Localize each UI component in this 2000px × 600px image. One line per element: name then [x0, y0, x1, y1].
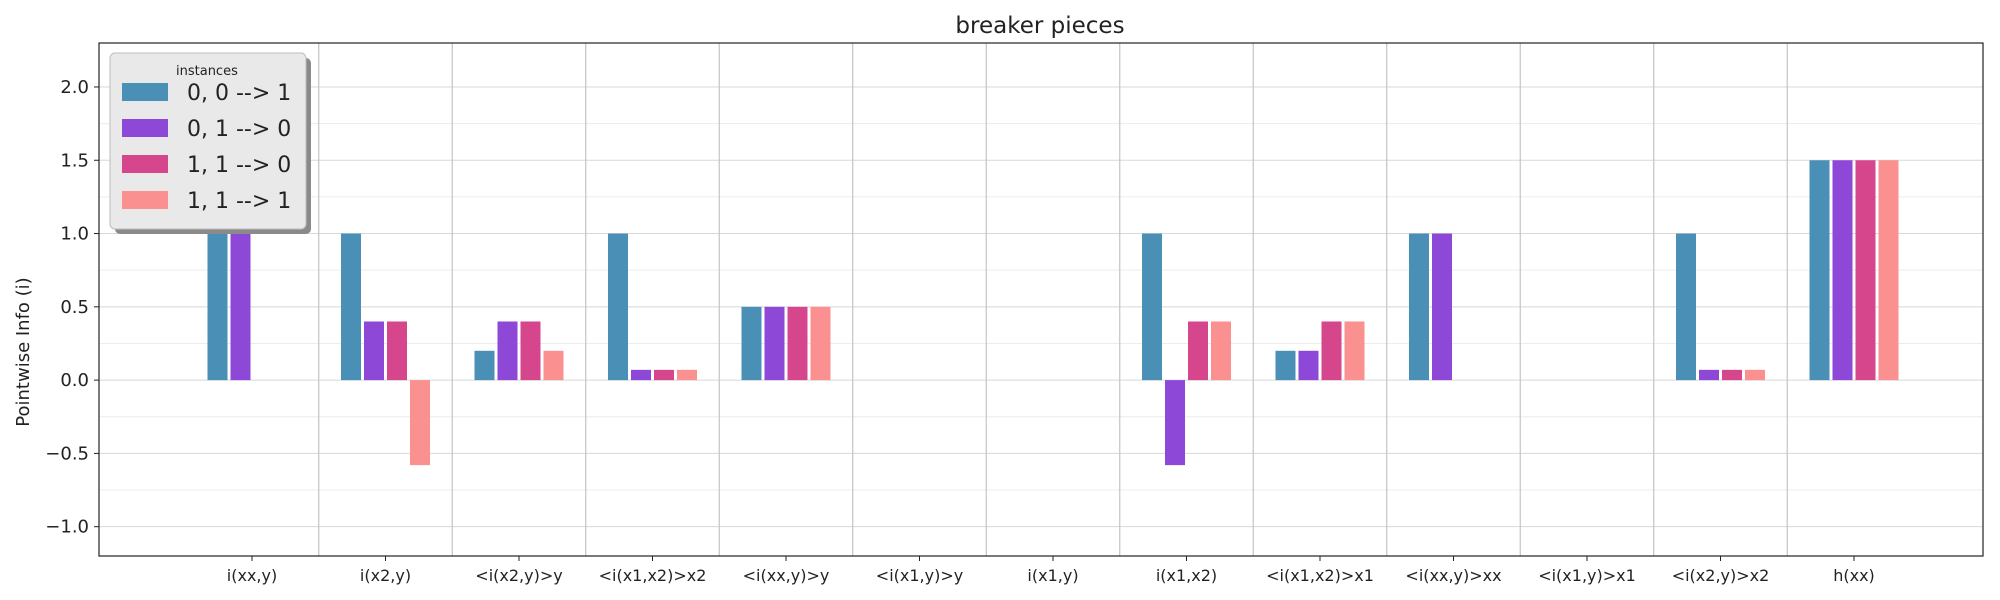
- bar: [1699, 369, 1719, 381]
- bar: [474, 350, 495, 381]
- chart-title: breaker pieces: [955, 13, 1124, 39]
- bar: [497, 321, 518, 381]
- bar: [1745, 369, 1765, 381]
- legend: instances 0, 0 --> 1 0, 1 --> 0 1, 1 --> 0…: [109, 52, 311, 234]
- x-tick-label: <i(x1,y)>y: [876, 566, 963, 585]
- plot-frame: [98, 42, 1984, 557]
- x-tick-label: <i(x1,y)>x1: [1538, 566, 1636, 585]
- y-axis-label: Pointwise Info (i): [13, 277, 34, 426]
- y-axis: −1.0 −0.5 0.0 0.5 1.0 1.5 2.0: [45, 77, 99, 538]
- bar: [520, 321, 541, 381]
- bar: [1298, 350, 1319, 381]
- bar: [1275, 350, 1296, 381]
- bar: [230, 233, 251, 381]
- bar: [787, 306, 808, 381]
- legend-swatch: [122, 83, 168, 101]
- bar: [387, 321, 407, 381]
- x-tick-label: <i(x2,y)>y: [475, 566, 562, 585]
- bar: [1676, 233, 1696, 381]
- legend-entries: 0, 0 --> 1 0, 1 --> 0 1, 1 --> 0 1, 1 --> 1: [122, 81, 291, 214]
- x-tick-label: i(x1,x2): [1156, 566, 1217, 585]
- bar: [764, 306, 785, 381]
- bar: [677, 369, 697, 381]
- x-tick-label: <i(xx,y)>xx: [1405, 566, 1501, 585]
- bar: [1722, 369, 1742, 381]
- bar: [1211, 321, 1231, 381]
- bar: [341, 233, 361, 381]
- x-tick-label: i(x2,y): [360, 566, 411, 585]
- bar: [1855, 160, 1876, 381]
- bar: [207, 233, 228, 381]
- bar: [364, 321, 384, 381]
- x-tick-label: <i(x1,x2)>x1: [1266, 566, 1374, 585]
- bar: [654, 369, 674, 381]
- legend-entry-label: 1, 1 --> 1: [187, 189, 291, 214]
- bar: [631, 369, 651, 381]
- x-tick-label: <i(x2,y)>x2: [1672, 566, 1770, 585]
- legend-title: instances: [176, 64, 238, 79]
- bar: [1832, 160, 1853, 381]
- bar: [1878, 160, 1899, 381]
- grid: [99, 43, 1983, 556]
- y-tick-label: −1.0: [45, 517, 89, 538]
- bar: [543, 350, 564, 381]
- x-axis: i(xx,y) i(x2,y) <i(x2,y)>y <i(x1,x2)>x2 <i(x…: [227, 556, 1875, 585]
- legend-swatch: [122, 191, 168, 209]
- y-tick-label: 0.0: [60, 370, 89, 391]
- legend-entry-label: 0, 0 --> 1: [187, 81, 291, 106]
- x-tick-label: <i(xx,y)>y: [743, 566, 830, 585]
- legend-entry-label: 0, 1 --> 0: [187, 117, 291, 142]
- bar: [1432, 233, 1452, 381]
- bar: [1142, 233, 1162, 381]
- bar: [1344, 321, 1365, 381]
- x-tick-label: h(xx): [1833, 566, 1875, 585]
- bar: [741, 306, 762, 381]
- y-tick-label: 0.5: [60, 297, 89, 318]
- bars: [207, 160, 1899, 466]
- legend-swatch: [122, 155, 168, 173]
- y-tick-label: 2.0: [60, 77, 89, 98]
- legend-swatch: [122, 119, 168, 137]
- bar: [1188, 321, 1208, 381]
- x-tick-label: i(x1,y): [1027, 566, 1078, 585]
- y-tick-label: −0.5: [45, 443, 89, 464]
- legend-entry-label: 1, 1 --> 0: [187, 153, 291, 178]
- x-tick-label: <i(x1,x2)>x2: [599, 566, 707, 585]
- bar: [608, 233, 628, 381]
- y-tick-label: 1.5: [60, 150, 89, 171]
- bar: [1321, 321, 1342, 381]
- y-tick-label: 1.0: [60, 224, 89, 245]
- bar: [410, 380, 430, 466]
- bar: [1809, 160, 1830, 381]
- x-tick-label: i(xx,y): [227, 566, 277, 585]
- bar: [810, 306, 831, 381]
- bar: [1409, 233, 1429, 381]
- bar: [1165, 380, 1185, 466]
